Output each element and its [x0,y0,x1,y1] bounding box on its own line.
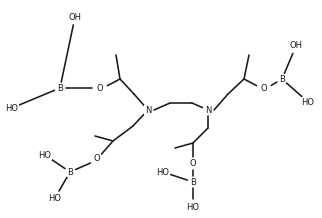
Text: B: B [57,83,63,92]
Text: B: B [279,75,285,83]
Text: O: O [94,153,100,162]
Text: B: B [67,167,73,177]
Text: O: O [190,158,196,167]
Text: HO: HO [156,167,169,177]
Text: HO: HO [39,150,52,160]
Text: O: O [261,83,267,92]
Text: OH: OH [69,12,81,22]
Text: HO: HO [49,194,62,203]
Text: N: N [145,106,151,114]
Text: O: O [97,83,103,92]
Text: OH: OH [289,41,302,51]
Text: HO: HO [5,104,18,112]
Text: B: B [190,177,196,187]
Text: HO: HO [186,203,200,211]
Text: N: N [205,106,211,114]
Text: HO: HO [301,97,315,107]
